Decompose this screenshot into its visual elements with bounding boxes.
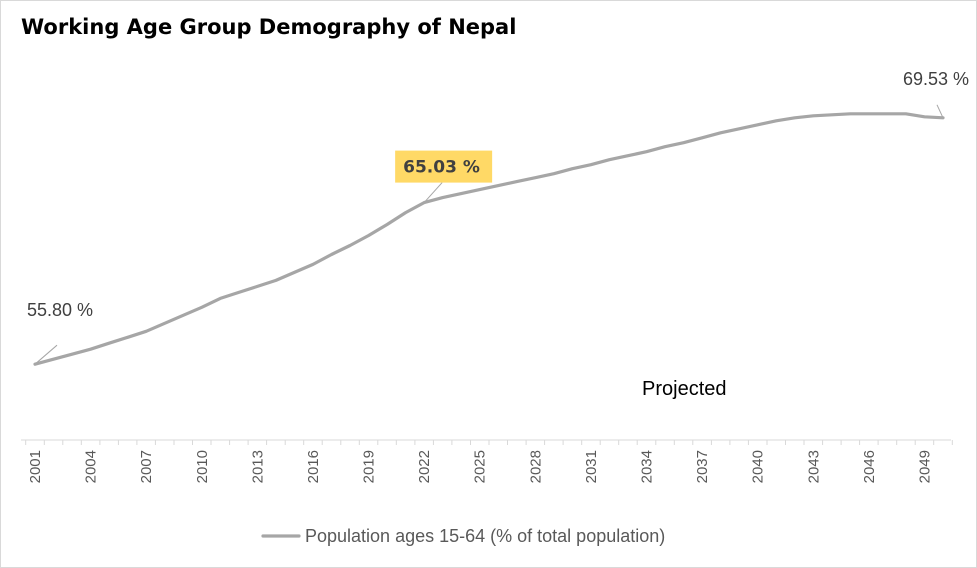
data-label: 55.80 % — [27, 300, 93, 320]
x-tick-label: 2046 — [861, 450, 878, 483]
legend: Population ages 15-64 (% of total popula… — [261, 526, 665, 546]
x-tick-label: 2013 — [249, 450, 266, 483]
x-tick-label: 2031 — [583, 450, 600, 483]
x-tick-label: 2034 — [639, 450, 656, 483]
x-axis-tick-labels: 2001 2004 2007 2010 2013 2016 2019 2022 2025 2028… — [27, 450, 933, 483]
x-tick-label: 2043 — [805, 450, 822, 483]
x-tick-label: 2010 — [194, 450, 211, 483]
x-tick-label: 2025 — [472, 450, 489, 483]
x-tick-label: 2004 — [83, 450, 100, 483]
x-tick-label: 2037 — [694, 450, 711, 483]
data-label-highlight-box — [395, 150, 493, 183]
x-tick-label: 2040 — [750, 450, 767, 483]
data-label: 69.53 % — [903, 69, 969, 89]
chart-title: Working Age Group Demography of Nepal — [21, 15, 517, 39]
x-tick-label: 2022 — [416, 450, 433, 483]
legend-label: Population ages 15-64 (% of total popula… — [305, 526, 665, 546]
x-tick-label: 2016 — [305, 450, 322, 483]
x-tick-label: 2001 — [27, 450, 44, 483]
x-tick-label: 2019 — [361, 450, 378, 483]
x-tick-label: 2049 — [916, 450, 933, 483]
x-tick-label: 2007 — [138, 450, 155, 483]
series-line-working-age — [33, 112, 945, 366]
data-label-leader — [423, 182, 443, 203]
data-label: 65.03 % — [403, 158, 480, 178]
data-label-leader — [936, 104, 944, 119]
data-label-leader — [34, 344, 58, 365]
x-tick-label: 2028 — [527, 450, 544, 483]
x-axis-ticks — [25, 440, 953, 445]
data-labels: 55.80 % 65.03 % 69.53 % — [27, 69, 969, 365]
projected-annotation: Projected — [642, 378, 727, 400]
